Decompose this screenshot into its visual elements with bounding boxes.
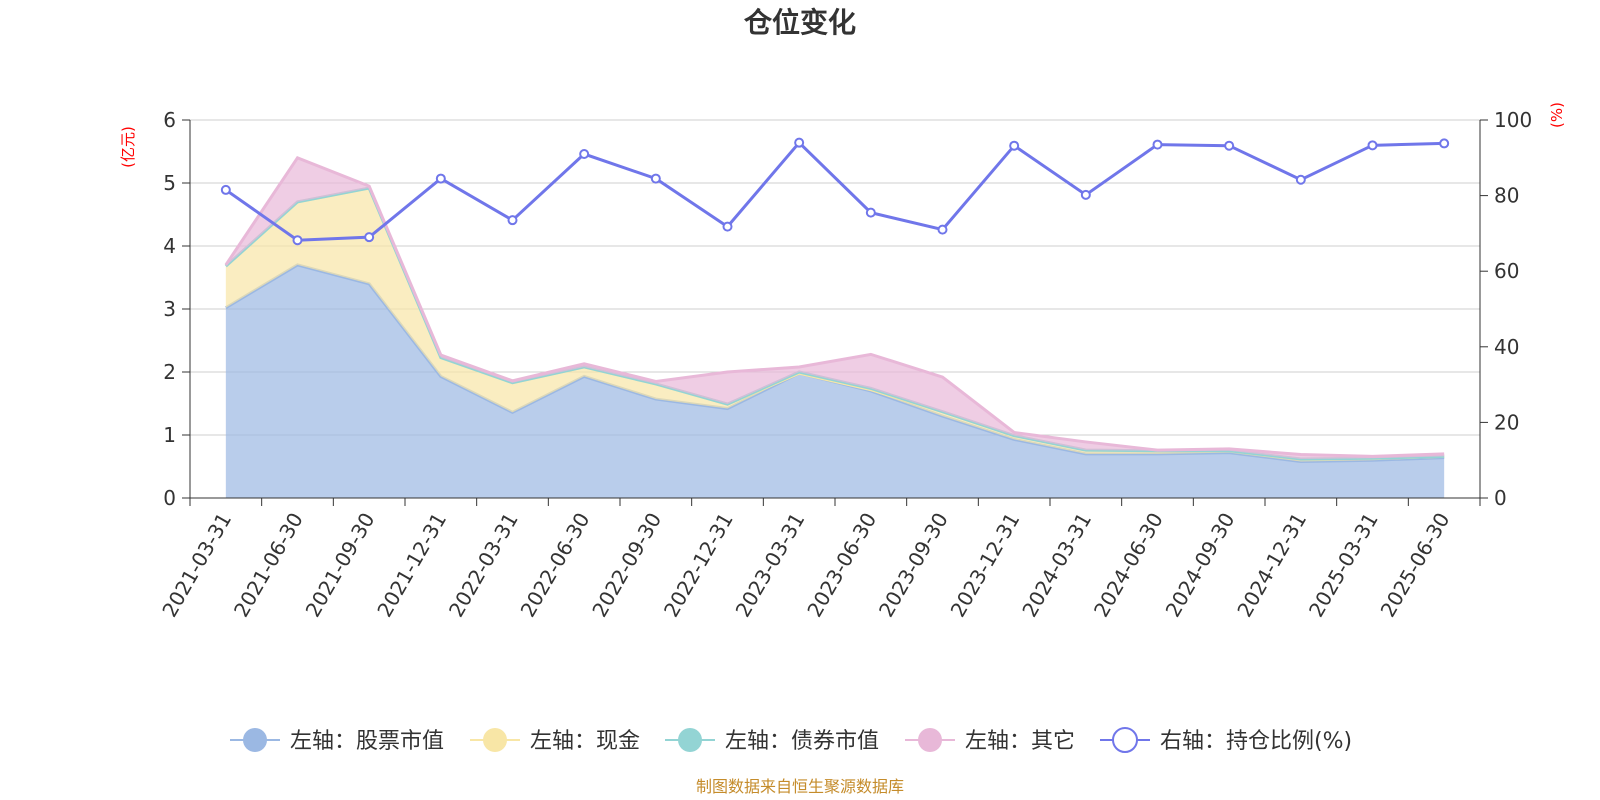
ratio-point xyxy=(1367,140,1378,151)
legend-label: 左轴：股票市值 xyxy=(290,729,444,754)
x-tick-label: 2021-09-30 xyxy=(301,509,380,622)
right-axis-unit: (%) xyxy=(1548,102,1566,128)
left-tick-label: 1 xyxy=(163,423,176,447)
legend-marker xyxy=(1112,727,1138,753)
legend-marker xyxy=(678,728,702,752)
area-左轴：股票市值 xyxy=(225,264,1445,498)
ratio-point xyxy=(292,235,303,246)
right-tick-label: 60 xyxy=(1494,259,1519,283)
x-tick-label: 2022-06-30 xyxy=(516,509,595,622)
x-tick-label: 2022-12-31 xyxy=(659,509,738,622)
left-tick-label: 3 xyxy=(163,297,176,321)
x-tick-label: 2024-03-31 xyxy=(1017,509,1096,622)
x-tick-label: 2023-06-30 xyxy=(802,509,881,622)
ratio-point xyxy=(937,224,948,235)
ratio-point xyxy=(220,184,231,195)
left-axis-unit: (亿元) xyxy=(119,126,137,168)
legend-marker xyxy=(243,728,267,752)
x-tick-label: 2022-09-30 xyxy=(587,509,666,622)
x-tick-label: 2021-06-30 xyxy=(229,509,308,622)
legend-marker xyxy=(483,728,507,752)
ratio-point xyxy=(579,149,590,160)
legend-label: 右轴：持仓比例(%) xyxy=(1160,729,1352,754)
ratio-point xyxy=(364,232,375,243)
ratio-point xyxy=(1224,140,1235,151)
left-tick-label: 6 xyxy=(163,108,176,132)
ratio-point xyxy=(650,173,661,184)
x-tick-label: 2024-06-30 xyxy=(1089,509,1168,622)
x-tick-label: 2023-03-31 xyxy=(731,509,810,622)
area-edge-左轴：其它 xyxy=(224,155,1445,458)
ratio-line xyxy=(224,140,1445,242)
x-tick-label: 2023-12-31 xyxy=(946,509,1025,622)
legend-label: 左轴：债券市值 xyxy=(725,729,879,754)
x-tick-label: 2022-03-31 xyxy=(444,509,523,622)
left-tick-label: 2 xyxy=(163,360,176,384)
ratio-point xyxy=(1080,189,1091,200)
x-tick-label: 2024-12-31 xyxy=(1232,509,1311,622)
legend: 左轴：股票市值 左轴：现金 左轴：债券市值 左轴：其它 右轴：持仓比例(%) xyxy=(230,727,1352,754)
x-tick-label: 2025-06-30 xyxy=(1376,509,1455,622)
x-tick-label: 2024-09-30 xyxy=(1161,509,1240,622)
chart-title: 仓位变化 xyxy=(744,6,856,39)
right-tick-label: 20 xyxy=(1494,410,1519,434)
x-tick-label: 2025-03-31 xyxy=(1304,509,1383,622)
ratio-line-series xyxy=(220,137,1450,246)
ratio-point xyxy=(1439,138,1450,149)
left-tick-label: 5 xyxy=(163,171,176,195)
x-tick-label: 2021-12-31 xyxy=(372,509,451,622)
area-左轴：其它 xyxy=(225,157,1445,459)
stacked-areas xyxy=(224,155,1445,498)
legend-marker xyxy=(918,728,942,752)
area-左轴：现金 xyxy=(225,188,1445,462)
right-tick-label: 40 xyxy=(1494,335,1519,359)
right-tick-label: 0 xyxy=(1494,486,1507,510)
legend-label: 左轴：其它 xyxy=(965,729,1075,754)
legend-label: 左轴：现金 xyxy=(530,729,640,754)
ratio-point xyxy=(435,173,446,184)
ratio-point xyxy=(1295,174,1306,185)
x-tick-label: 2021-03-31 xyxy=(157,509,236,622)
ratio-point xyxy=(794,137,805,148)
ratio-point xyxy=(722,221,733,232)
x-tick-label: 2023-09-30 xyxy=(874,509,953,622)
ratio-point xyxy=(1009,140,1020,151)
ratio-point xyxy=(507,215,518,226)
right-tick-label: 80 xyxy=(1494,184,1519,208)
ratio-point xyxy=(1152,139,1163,150)
ratio-point xyxy=(865,207,876,218)
data-source-note: 制图数据来自恒生聚源数据库 xyxy=(696,777,904,796)
right-tick-label: 100 xyxy=(1494,108,1532,132)
left-tick-label: 4 xyxy=(163,234,176,258)
left-tick-label: 0 xyxy=(163,486,176,510)
